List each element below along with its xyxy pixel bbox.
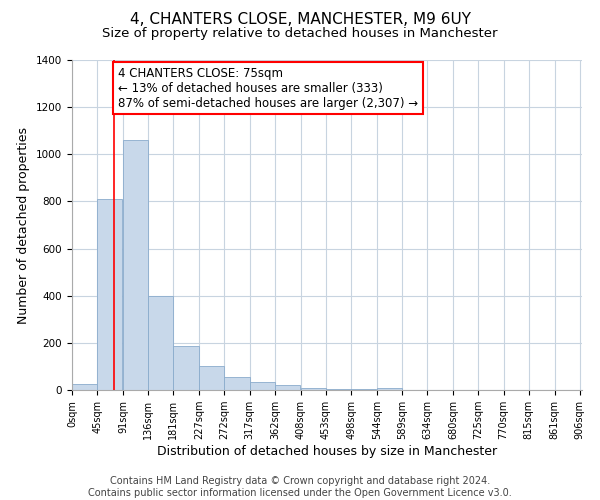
Bar: [250, 382, 275, 390]
Bar: [123, 140, 148, 390]
Bar: [199, 366, 224, 390]
Text: Size of property relative to detached houses in Manchester: Size of property relative to detached ho…: [102, 28, 498, 40]
Bar: [72, 384, 97, 390]
Bar: [351, 389, 376, 390]
Bar: [97, 199, 122, 390]
Bar: [224, 377, 250, 390]
Bar: [326, 389, 351, 390]
X-axis label: Distribution of detached houses by size in Manchester: Distribution of detached houses by size …: [157, 445, 497, 458]
Y-axis label: Number of detached properties: Number of detached properties: [17, 126, 31, 324]
Bar: [148, 296, 173, 390]
Bar: [173, 346, 199, 390]
Bar: [301, 388, 326, 390]
Text: Contains HM Land Registry data © Crown copyright and database right 2024.
Contai: Contains HM Land Registry data © Crown c…: [88, 476, 512, 498]
Text: 4 CHANTERS CLOSE: 75sqm
← 13% of detached houses are smaller (333)
87% of semi-d: 4 CHANTERS CLOSE: 75sqm ← 13% of detache…: [118, 66, 418, 110]
Bar: [377, 388, 402, 390]
Bar: [275, 386, 300, 390]
Text: 4, CHANTERS CLOSE, MANCHESTER, M9 6UY: 4, CHANTERS CLOSE, MANCHESTER, M9 6UY: [130, 12, 470, 28]
